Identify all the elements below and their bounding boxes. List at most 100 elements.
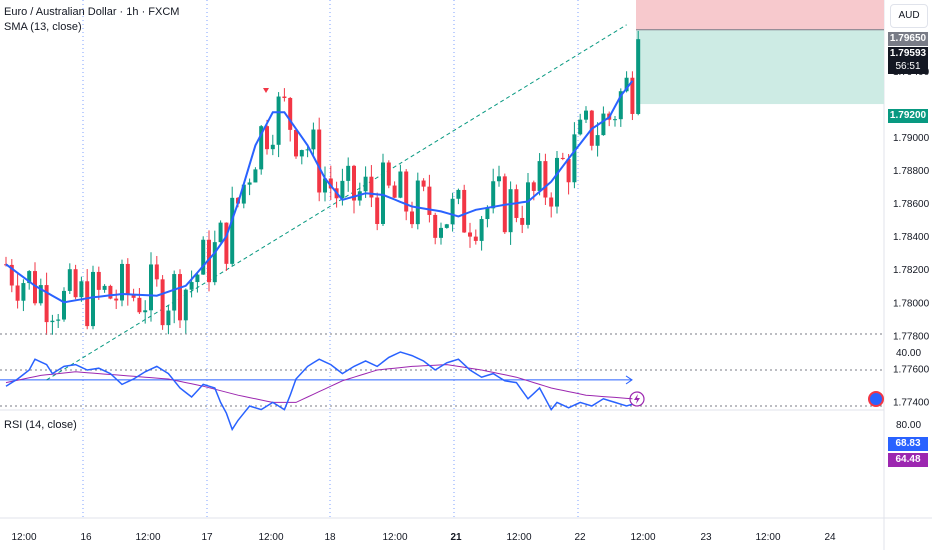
rsi-line[interactable] — [5, 351, 633, 432]
candle-body[interactable] — [247, 182, 252, 185]
candle-body[interactable] — [9, 264, 14, 286]
candle-body[interactable] — [572, 134, 577, 183]
sma-indicator-label[interactable]: SMA (13, close) — [4, 21, 82, 33]
events-icon[interactable] — [868, 391, 884, 407]
candle-body[interactable] — [178, 274, 182, 321]
candle-body[interactable] — [578, 119, 583, 135]
candle-body[interactable] — [137, 297, 142, 313]
candle-body[interactable] — [131, 294, 136, 298]
candle-body[interactable] — [526, 182, 530, 225]
candle-body[interactable] — [595, 135, 600, 146]
candle-body[interactable] — [410, 211, 414, 225]
candle-body[interactable] — [386, 162, 391, 186]
candle-body[interactable] — [415, 180, 420, 225]
candle-body[interactable] — [421, 180, 426, 187]
candle-body[interactable] — [224, 222, 229, 264]
candle-body[interactable] — [473, 236, 478, 241]
candle-body[interactable] — [166, 310, 171, 326]
candle-body[interactable] — [497, 176, 501, 182]
candle-body[interactable] — [485, 208, 490, 220]
candle-body[interactable] — [160, 279, 165, 326]
candle-body[interactable] — [149, 264, 153, 311]
candle-body[interactable] — [201, 239, 206, 275]
candle-body[interactable] — [120, 263, 124, 301]
candle-body[interactable] — [508, 189, 513, 233]
candle-body[interactable] — [294, 129, 298, 157]
candle-body[interactable] — [172, 274, 177, 311]
candle-body[interactable] — [91, 271, 95, 327]
candle-body[interactable] — [543, 161, 548, 198]
candle-body[interactable] — [537, 161, 542, 191]
candle-body[interactable] — [253, 169, 258, 183]
candle-body[interactable] — [143, 310, 148, 313]
candle-body[interactable] — [282, 96, 287, 98]
candle-body[interactable] — [102, 285, 107, 290]
candle-body[interactable] — [392, 185, 397, 198]
candle-body[interactable] — [317, 129, 322, 193]
candle-body[interactable] — [549, 197, 554, 207]
candle-body[interactable] — [462, 189, 467, 233]
candle-body[interactable] — [44, 285, 49, 323]
candle-body[interactable] — [270, 144, 275, 150]
candle-body[interactable] — [189, 282, 194, 290]
candle-body[interactable] — [207, 239, 211, 283]
candle-body[interactable] — [584, 110, 588, 120]
candle-body[interactable] — [125, 263, 130, 295]
candle-body[interactable] — [375, 197, 380, 224]
candle-body[interactable] — [433, 214, 438, 238]
candle-body[interactable] — [305, 149, 310, 151]
candle-body[interactable] — [73, 269, 78, 298]
take-profit-zone[interactable] — [636, 29, 884, 105]
candle-body[interactable] — [96, 271, 101, 290]
candle-body[interactable] — [352, 165, 356, 201]
candle-body[interactable] — [85, 281, 90, 327]
candle-body[interactable] — [369, 176, 374, 198]
candle-body[interactable] — [398, 171, 403, 198]
candle-body[interactable] — [38, 285, 43, 304]
candle-body[interactable] — [33, 271, 37, 304]
candle-body[interactable] — [259, 126, 264, 170]
candle-body[interactable] — [479, 219, 484, 241]
candle-body[interactable] — [636, 39, 641, 114]
candle-body[interactable] — [381, 162, 385, 224]
candle-body[interactable] — [183, 289, 188, 321]
lightning-icon[interactable] — [629, 391, 645, 407]
candle-body[interactable] — [288, 97, 293, 130]
candle-body[interactable] — [450, 198, 455, 225]
candle-body[interactable] — [56, 319, 61, 321]
candle-body[interactable] — [62, 290, 66, 320]
candle-body[interactable] — [299, 150, 304, 157]
candle-body[interactable] — [531, 182, 536, 191]
candle-body[interactable] — [444, 224, 449, 228]
candle-body[interactable] — [618, 91, 623, 120]
candle-body[interactable] — [241, 184, 246, 204]
candle-body[interactable] — [346, 165, 351, 181]
candle-body[interactable] — [15, 285, 20, 301]
candle-body[interactable] — [218, 222, 223, 243]
candle-body[interactable] — [50, 320, 55, 323]
candle-body[interactable] — [195, 274, 200, 283]
candle-body[interactable] — [328, 178, 333, 189]
candle-body[interactable] — [404, 171, 409, 212]
candle-body[interactable] — [520, 217, 525, 225]
candle-body[interactable] — [456, 189, 461, 199]
candle-body[interactable] — [230, 197, 235, 264]
candle-body[interactable] — [439, 227, 443, 238]
candle-body[interactable] — [427, 186, 432, 215]
candle-body[interactable] — [79, 281, 84, 298]
candle-body[interactable] — [491, 181, 496, 209]
candle-body[interactable] — [276, 96, 281, 145]
candle-body[interactable] — [265, 126, 269, 150]
candle-body[interactable] — [323, 178, 327, 193]
candle-body[interactable] — [67, 269, 72, 291]
candle-body[interactable] — [601, 113, 606, 136]
trendline[interactable] — [46, 24, 627, 381]
candle-body[interactable] — [363, 176, 368, 192]
candle-body[interactable] — [21, 283, 26, 301]
rsi-indicator-label[interactable]: RSI (14, close) — [4, 419, 77, 431]
candle-body[interactable] — [468, 232, 472, 237]
candle-body[interactable] — [630, 77, 635, 114]
candle-body[interactable] — [613, 119, 617, 121]
candle-body[interactable] — [311, 129, 316, 150]
